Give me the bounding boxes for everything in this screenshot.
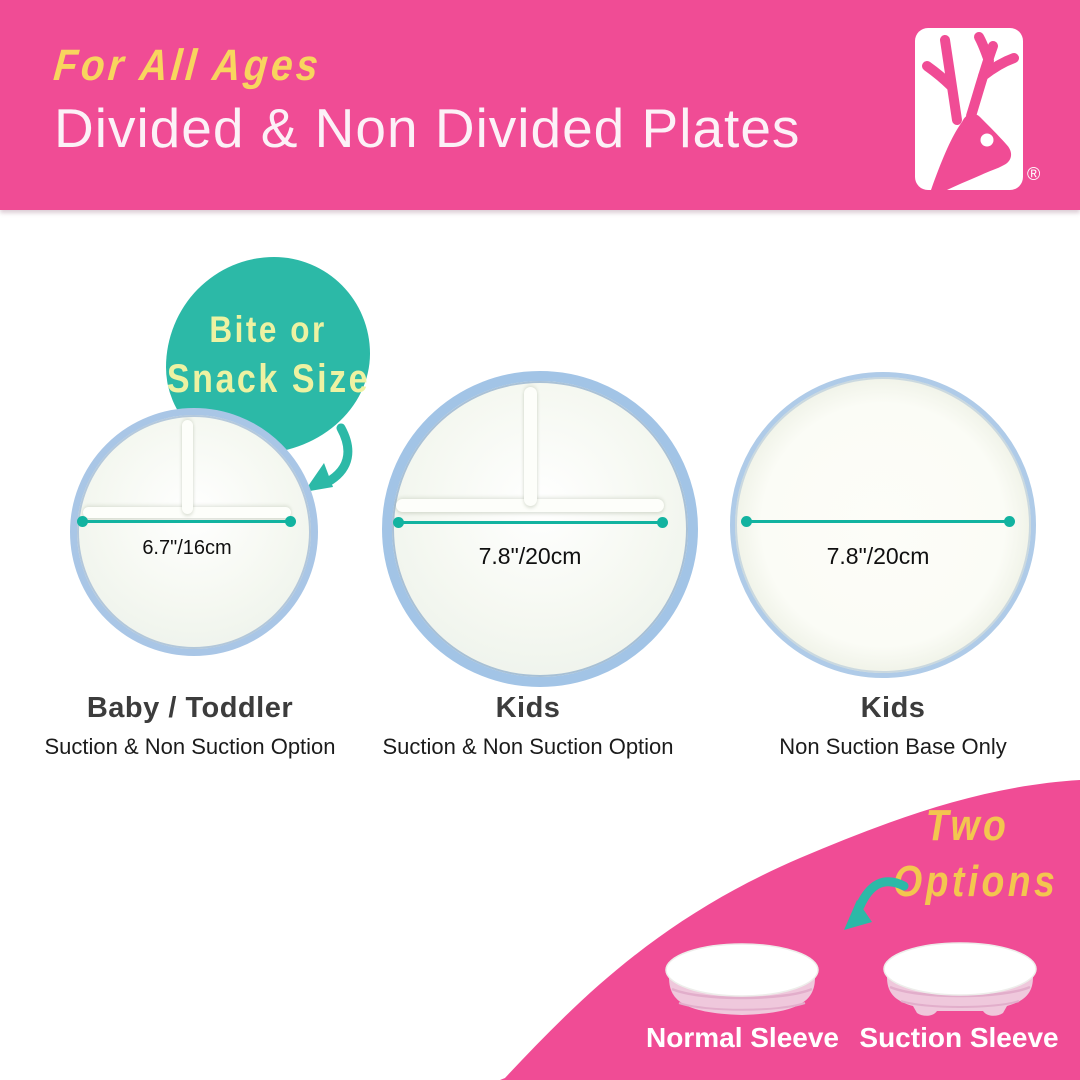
measure-dot xyxy=(77,516,88,527)
deer-antler-logo-icon xyxy=(915,32,1023,194)
two-options-line2: Options xyxy=(893,857,1059,906)
two-options-callout: Two Options xyxy=(880,804,1055,904)
plate-baby-toddler xyxy=(70,408,318,656)
suction-sleeve-label: Suction Sleeve xyxy=(859,1022,1059,1053)
measure-dot xyxy=(1004,516,1015,527)
diameter-label-kids-non-divided: 7.8"/20cm xyxy=(826,543,930,569)
caption-baby-toddler: Baby / Toddler Suction & Non Suction Opt… xyxy=(30,692,350,760)
caption-title: Kids xyxy=(860,692,926,724)
brand-logo xyxy=(915,28,1023,190)
caption-title: Kids xyxy=(495,692,561,724)
measure-line-baby xyxy=(77,516,296,527)
caption-subtitle: Suction & Non Suction Option xyxy=(382,734,674,759)
diameter-label-baby: 6.7"/16cm xyxy=(142,537,232,559)
measure-line-kids-non-divided xyxy=(741,516,1015,527)
header-band: For All Ages Divided & Non Divided Plate… xyxy=(0,0,1080,210)
plate-divider xyxy=(182,420,193,514)
measure-dot xyxy=(741,516,752,527)
size-callout-line2: Snack Size xyxy=(166,356,370,401)
caption-kids-divided: Kids Suction & Non Suction Option xyxy=(368,692,688,760)
curved-arrow-down-left-icon xyxy=(830,874,910,938)
measure-dot xyxy=(285,516,296,527)
header-tagline: For All Ages xyxy=(51,41,324,90)
suction-sleeve-plate-image xyxy=(875,941,1045,1029)
caption-subtitle: Suction & Non Suction Option xyxy=(44,734,336,759)
size-callout-line1: Bite or xyxy=(209,309,327,351)
normal-sleeve-plate-image xyxy=(657,941,827,1029)
caption-subtitle: Non Suction Base Only xyxy=(779,734,1007,759)
registered-trademark-symbol: ® xyxy=(1027,164,1041,184)
caption-kids-non-divided: Kids Non Suction Base Only xyxy=(733,692,1053,760)
plate-kids-divided xyxy=(382,371,698,687)
plate-kids-non-divided xyxy=(730,372,1036,678)
two-options-line1: Two xyxy=(925,801,1010,850)
measure-line-kids-divided xyxy=(393,517,668,528)
normal-sleeve-label: Normal Sleeve xyxy=(646,1022,839,1053)
curved-arrow-down-left-icon xyxy=(299,423,355,497)
measure-dot xyxy=(657,517,668,528)
caption-title: Baby / Toddler xyxy=(86,692,294,724)
diameter-label-kids-divided: 7.8"/20cm xyxy=(478,543,582,569)
plate-divider xyxy=(524,387,537,506)
measure-dot xyxy=(393,517,404,528)
page-title: Divided & Non Divided Plates xyxy=(54,97,801,159)
